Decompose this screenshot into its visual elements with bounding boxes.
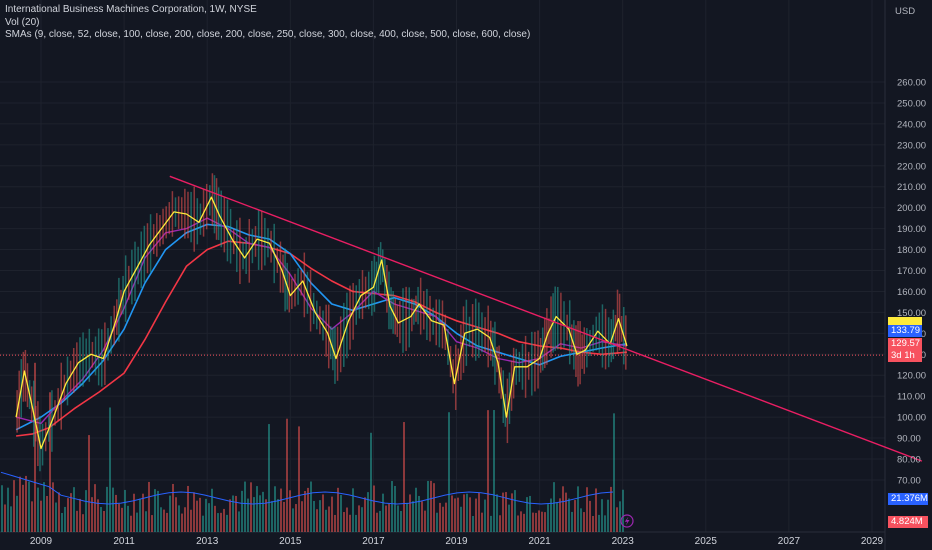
x-tick-label: 2015 — [279, 536, 302, 547]
y-tick-label: 240.00 — [897, 119, 926, 130]
x-tick-label: 2011 — [113, 536, 135, 547]
x-tick-label: 2017 — [362, 536, 385, 547]
y-tick-label: 90.00 — [897, 434, 921, 445]
y-tick-label: 110.00 — [897, 392, 925, 403]
x-tick-label: 2027 — [778, 536, 801, 547]
x-tick-label: 2013 — [196, 536, 219, 547]
currency-label: USD — [895, 6, 915, 17]
chart-legend: International Business Machines Corporat… — [5, 4, 530, 42]
last-price-top-badge — [888, 317, 922, 325]
symbol-title[interactable]: International Business Machines Corporat… — [5, 4, 257, 15]
volume-ma-line — [0, 471, 614, 505]
y-tick-label: 260.00 — [897, 78, 926, 89]
y-tick-label: 160.00 — [897, 287, 926, 298]
x-tick-label: 2009 — [30, 536, 53, 547]
y-tick-label: 120.00 — [897, 371, 926, 382]
y-tick-label: 190.00 — [897, 224, 926, 235]
series-sma-blue — [15, 223, 628, 431]
last-price-label: 133.79 — [888, 325, 922, 337]
x-tick-label: 2029 — [861, 536, 884, 547]
volume-legend[interactable]: Vol (20) — [5, 16, 40, 28]
x-tick-label: 2025 — [695, 536, 718, 547]
y-tick-label: 80.00 — [897, 455, 921, 466]
volume-ma-label: 21.376M — [888, 493, 928, 505]
y-tick-label: 100.00 — [897, 413, 926, 424]
series-price — [15, 196, 628, 450]
bar-countdown-label: 3d 1h — [888, 350, 922, 362]
y-tick-label: 200.00 — [897, 203, 926, 214]
y-tick-label: 230.00 — [897, 140, 926, 151]
x-tick-label: 2019 — [445, 536, 468, 547]
current-price-label: 129.57 — [888, 338, 922, 350]
y-tick-label: 170.00 — [897, 266, 926, 277]
y-axis: 70.0080.0090.00100.00110.00120.00130.001… — [897, 78, 926, 487]
y-tick-label: 180.00 — [897, 245, 926, 256]
x-tick-label: 2021 — [528, 536, 551, 547]
chart-series — [15, 173, 923, 472]
y-tick-label: 150.00 — [897, 308, 926, 319]
volume-bars — [1, 362, 624, 532]
volume-label: 4.824M — [888, 516, 928, 528]
series-sma-purple — [15, 217, 628, 425]
series-sma-red — [15, 240, 627, 437]
x-tick-label: 2023 — [612, 536, 635, 547]
x-axis: 2009 2011 2013 2015 2017 2019 2021 2023 2025 2027… — [30, 536, 884, 547]
replay-icon[interactable] — [620, 514, 634, 528]
y-tick-label: 250.00 — [897, 98, 926, 109]
sma-legend[interactable]: SMAs (9, close, 52, close, 100, close, 2… — [5, 29, 531, 40]
series-trendline — [169, 175, 923, 462]
y-tick-label: 220.00 — [897, 161, 926, 172]
y-tick-label: 210.00 — [897, 182, 926, 193]
y-tick-label: 70.00 — [897, 475, 921, 486]
